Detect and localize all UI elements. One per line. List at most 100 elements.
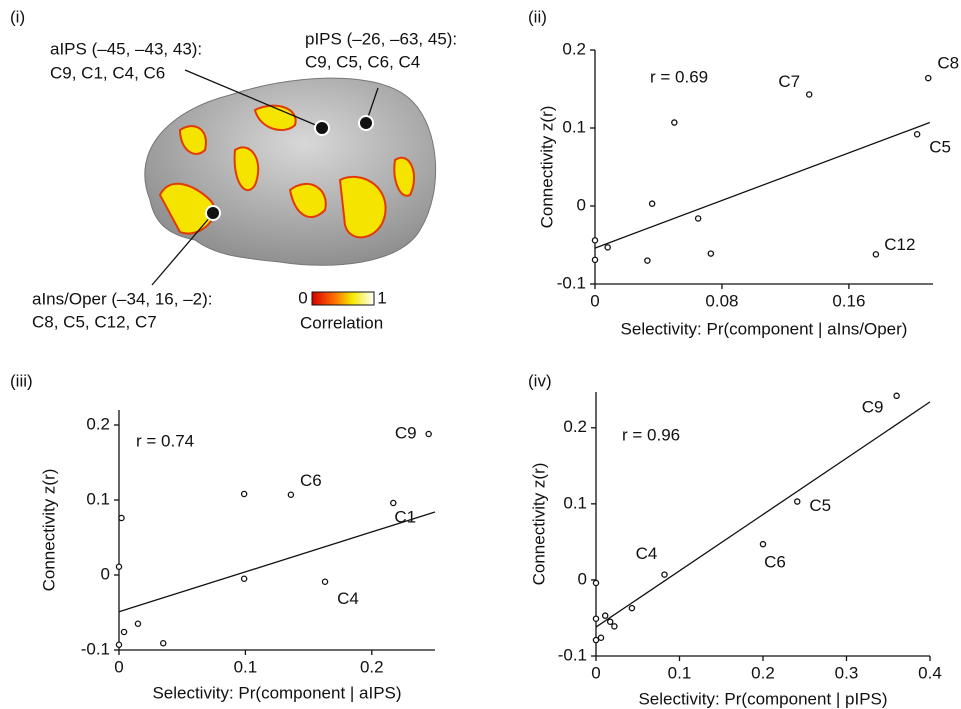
colorbar-tick: 0 — [298, 288, 307, 307]
x-tick-label: 0 — [114, 657, 123, 676]
point — [591, 237, 599, 244]
x-axis-label: Selectivity: Pr(component | pIPS) — [638, 689, 887, 708]
point-label: C7 — [778, 72, 800, 91]
fit-line — [595, 401, 931, 628]
point — [611, 623, 618, 630]
point — [591, 256, 599, 264]
brain — [144, 77, 437, 266]
correlation: r = 0.74 — [136, 431, 194, 450]
roi-dot — [205, 205, 221, 221]
panel-label: (iv) — [528, 371, 552, 390]
y-tick-label: 0 — [101, 564, 110, 583]
y-tick-label: -0.1 — [558, 645, 587, 664]
point-label: C5 — [809, 496, 831, 515]
point — [913, 130, 921, 138]
x-tick-label: 0.08 — [705, 291, 738, 310]
roi-components: C9, C1, C4, C6 — [50, 63, 165, 82]
point — [321, 578, 329, 586]
point-label: C8 — [937, 54, 959, 73]
y-tick-label: 0.1 — [562, 117, 586, 136]
point — [872, 251, 880, 258]
x-tick-label: 0.2 — [360, 657, 384, 676]
correlation: r = 0.69 — [650, 67, 708, 86]
pointer — [184, 69, 319, 127]
point-label: C4 — [337, 589, 359, 608]
point — [287, 491, 295, 498]
x-tick-label: 0.1 — [668, 663, 692, 682]
point-label: C5 — [929, 138, 951, 157]
x-tick-label: 0.1 — [234, 657, 258, 676]
point-label: C9 — [862, 397, 884, 416]
x-tick-label: 0 — [591, 663, 600, 682]
y-tick-label: 0.1 — [563, 493, 587, 512]
roi-label: pIPS (–26, –63, 45): — [305, 29, 457, 48]
point — [115, 563, 123, 571]
scatter-panel: (iv)-0.100.10.20 0.1 0.2 0.3 0.4Selectivity:… — [528, 371, 942, 708]
point — [893, 392, 900, 400]
point — [592, 579, 600, 587]
point-label: C6 — [300, 471, 322, 490]
roi-components: C9, C5, C6, C4 — [305, 52, 420, 71]
x-tick-label: 0.16 — [832, 291, 865, 310]
point — [628, 604, 636, 612]
point — [118, 514, 125, 522]
x-tick-label: 0.3 — [835, 663, 859, 682]
panel-label: (iii) — [10, 371, 33, 390]
roi-dot — [314, 120, 330, 136]
y-axis-label: Connectivity z(r) — [39, 469, 58, 592]
x-axis-label: Selectivity: Pr(component | aIPS) — [152, 683, 401, 702]
point — [648, 200, 656, 207]
point — [597, 634, 605, 641]
y-tick-label: -0.1 — [557, 273, 586, 292]
point — [601, 612, 609, 619]
point — [159, 640, 167, 647]
y-tick-label: 0.2 — [86, 414, 110, 433]
y-tick-label: 0 — [578, 569, 587, 588]
point-label: C6 — [764, 553, 786, 572]
point — [924, 74, 932, 82]
point-label: C4 — [636, 544, 658, 563]
x-tick-label: 0.2 — [751, 663, 775, 682]
point — [115, 641, 123, 649]
point — [604, 244, 611, 251]
y-tick-label: 0.2 — [563, 417, 587, 436]
point — [592, 636, 600, 644]
y-axis-label: Connectivity z(r) — [537, 106, 556, 229]
point — [425, 430, 432, 438]
y-tick-label: -0.1 — [81, 639, 110, 658]
y-tick-label: 0 — [577, 195, 586, 214]
correlation: r = 0.96 — [622, 425, 680, 444]
point — [793, 498, 801, 505]
point — [592, 615, 600, 622]
point — [134, 620, 142, 628]
point — [707, 250, 715, 257]
point — [606, 618, 614, 626]
point-label: C9 — [395, 423, 417, 442]
point — [240, 490, 248, 498]
y-tick-label: 0.2 — [562, 39, 586, 58]
brain-panel: (i) aIPS (–45, –43, 43): C9, C1, C4, C6 … — [10, 7, 457, 332]
point — [759, 540, 767, 548]
colorbar-label: Correlation — [300, 313, 383, 332]
roi-components: C8, C5, C12, C7 — [32, 312, 157, 331]
x-tick-label: 0.4 — [918, 663, 942, 682]
roi-label: aIns/Oper (–34, 16, –2): — [32, 289, 213, 308]
colorbar — [311, 291, 375, 306]
panel-label: (i) — [10, 7, 25, 26]
point — [240, 575, 248, 583]
colorbar-tick: 1 — [377, 288, 386, 307]
roi-dot — [358, 115, 374, 131]
x-tick-label: 0 — [590, 291, 599, 310]
panel-label: (ii) — [528, 7, 547, 26]
point — [120, 628, 128, 636]
y-tick-label: 0.1 — [86, 489, 110, 508]
x-axis-label: Selectivity: Pr(component | aIns/Oper) — [621, 319, 908, 338]
point — [661, 571, 668, 578]
point — [671, 119, 678, 126]
y-axis-label: Connectivity z(r) — [529, 463, 548, 586]
fit-line — [594, 121, 931, 249]
roi-label: aIPS (–45, –43, 43): — [50, 39, 202, 58]
